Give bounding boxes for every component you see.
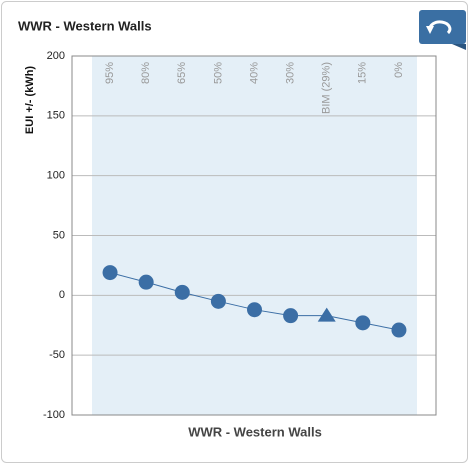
toggle-button[interactable] xyxy=(419,10,466,50)
y-tick-label: 50 xyxy=(53,229,65,241)
point-marker xyxy=(355,315,371,331)
category-label: BIM (29%) xyxy=(321,62,333,114)
category-label: 80% xyxy=(140,62,152,84)
point-marker xyxy=(174,284,190,300)
y-tick-label: -50 xyxy=(49,349,65,361)
y-tick-label: 100 xyxy=(47,170,65,182)
category-label: 15% xyxy=(357,62,369,84)
plot-frame xyxy=(71,55,437,416)
button-bg[interactable] xyxy=(419,10,466,44)
card-title: WWR - Western Walls xyxy=(18,18,152,33)
category-label: 30% xyxy=(285,62,297,84)
category-label: 50% xyxy=(212,62,224,84)
point-marker xyxy=(247,302,262,318)
y-tick-label: -100 xyxy=(43,409,65,421)
x-axis-label: WWR - Western Walls xyxy=(188,424,322,439)
button-fold xyxy=(452,44,466,50)
y-tick-label: 0 xyxy=(59,289,65,301)
button-arrowhead xyxy=(426,26,434,34)
point-marker xyxy=(102,265,118,281)
y-axis-label: EUI +/- (kWh) xyxy=(24,66,36,134)
category-label: 95% xyxy=(104,62,116,84)
category-label: 0% xyxy=(393,62,405,78)
point-marker xyxy=(391,322,407,338)
category-label: 40% xyxy=(248,62,260,84)
point-marker xyxy=(210,293,226,309)
category-label: 65% xyxy=(176,62,188,84)
point-marker xyxy=(138,274,154,290)
point-marker xyxy=(283,308,299,324)
y-tick-label: 150 xyxy=(47,110,65,122)
point-marker xyxy=(317,307,336,322)
y-tick-label: 200 xyxy=(47,50,65,62)
